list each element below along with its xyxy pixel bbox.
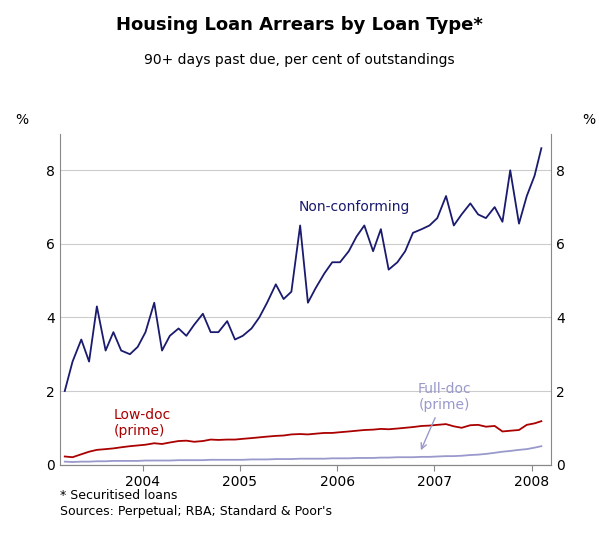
Text: Full-doc
(prime): Full-doc (prime) — [418, 382, 471, 449]
Text: Housing Loan Arrears by Loan Type*: Housing Loan Arrears by Loan Type* — [116, 16, 483, 34]
Text: Low-doc
(prime): Low-doc (prime) — [113, 407, 171, 438]
Text: Non-conforming: Non-conforming — [298, 200, 410, 215]
Text: %: % — [16, 113, 29, 127]
Text: Sources: Perpetual; RBA; Standard & Poor's: Sources: Perpetual; RBA; Standard & Poor… — [60, 505, 332, 517]
Text: %: % — [582, 113, 595, 127]
Text: 90+ days past due, per cent of outstandings: 90+ days past due, per cent of outstandi… — [144, 53, 455, 67]
Text: * Securitised loans: * Securitised loans — [60, 489, 177, 501]
